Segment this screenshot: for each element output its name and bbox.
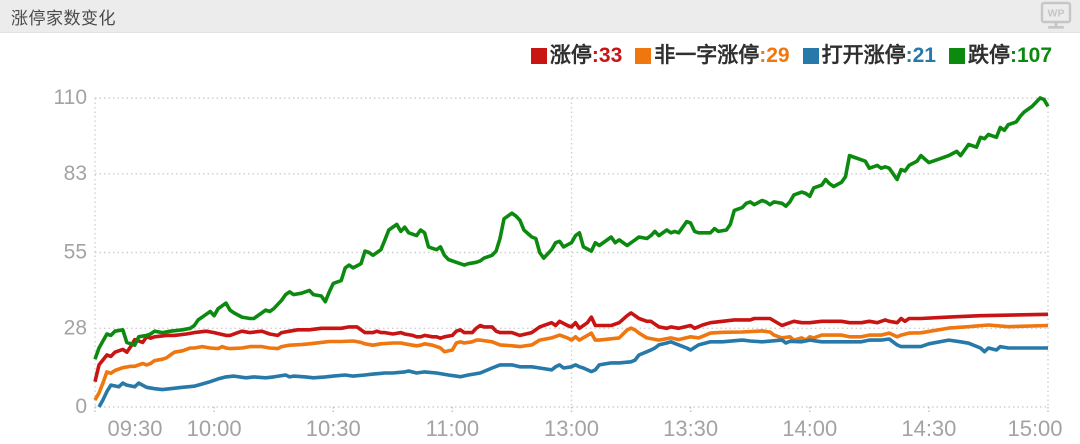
header-bar: 涨停家数变化 WP [0, 0, 1080, 33]
legend-swatch-non-straight-limit-up [635, 47, 652, 64]
legend-value: :29 [759, 44, 790, 67]
legend-item-opened-limit-up[interactable]: 打开涨停:21 [802, 44, 936, 67]
x-axis-label: 11:00 [426, 416, 479, 441]
legend-value: :33 [591, 44, 623, 67]
chart-area: 0 28 55 83 110 09:30 10:00 10:30 11:00 13:00 13:30… [0, 33, 1080, 444]
series-line-limit-down [93, 96, 1050, 360]
x-axis-label: 15:00 [1007, 416, 1062, 441]
series-line-opened-limit-up [97, 337, 1048, 408]
legend-label: 涨停 [549, 44, 592, 67]
page-title: 涨停家数变化 [11, 8, 116, 28]
legend-item-limit-up[interactable]: 涨停:33 [530, 44, 623, 67]
y-axis-label: 0 [75, 395, 87, 418]
wp-watermark-text: WP [1048, 8, 1065, 20]
y-axis-label: 83 [64, 162, 87, 185]
series-line-limit-up [93, 311, 1049, 383]
y-axis-label: 28 [64, 316, 87, 339]
legend-label: 跌停 [967, 44, 1010, 67]
x-axis-label: 10:30 [306, 416, 361, 441]
legend-value: :107 [1009, 44, 1052, 67]
legend-item-non-straight-limit-up[interactable]: 非一字涨停:29 [635, 44, 790, 67]
series-line-non-straight-limit-up [93, 323, 1049, 401]
legend-swatch-limit-up [530, 47, 547, 64]
x-axis-label: 14:00 [782, 416, 837, 441]
x-axis-label: 13:30 [663, 416, 718, 441]
line-chart-canvas[interactable]: 0 28 55 83 110 09:30 10:00 10:30 11:00 13:00 13:30… [0, 33, 1080, 444]
y-axis-label: 55 [64, 241, 87, 264]
x-axis-label: 13:00 [544, 416, 599, 441]
y-axis-label: 110 [54, 86, 87, 109]
x-axis-label: 10:00 [187, 416, 242, 441]
wp-monitor-icon: WP [1040, 1, 1072, 29]
legend-label: 非一字涨停 [654, 44, 760, 67]
legend-value: :21 [905, 44, 936, 67]
x-axis-label: 14:30 [901, 416, 956, 441]
legend-label: 打开涨停 [821, 44, 906, 67]
x-axis-label: 09:30 [107, 416, 162, 441]
legend-item-limit-down[interactable]: 跌停:107 [948, 44, 1052, 67]
legend-swatch-opened-limit-up [802, 47, 819, 64]
legend-swatch-limit-down [948, 47, 965, 64]
chart-legend: 涨停:33 非一字涨停:29 打开涨停:21 跌停:107 [530, 44, 1052, 67]
